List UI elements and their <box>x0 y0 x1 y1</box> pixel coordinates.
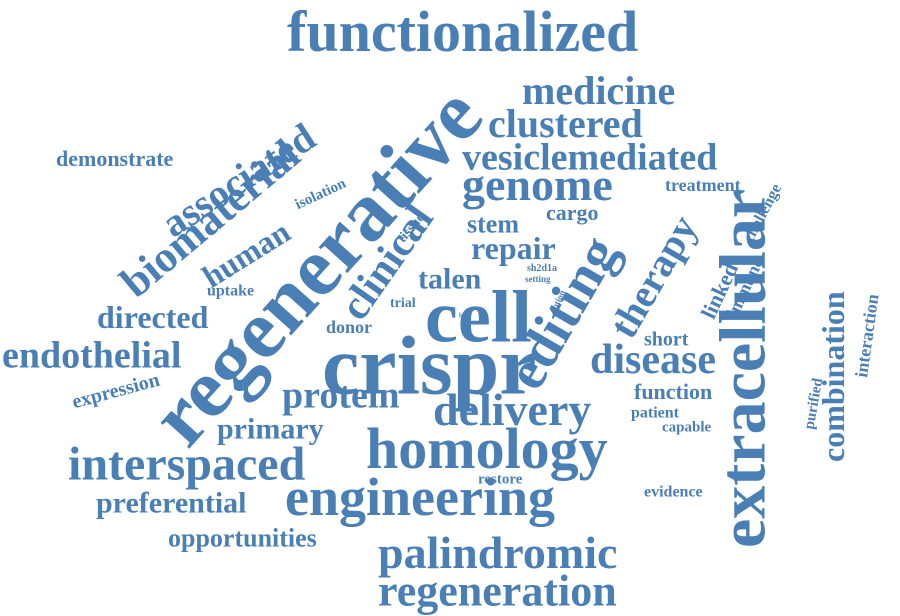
word-talen: talen <box>418 262 482 296</box>
word-evidence: evidence <box>644 483 703 501</box>
word-stem: stem <box>467 209 519 239</box>
word-demonstrate: demonstrate <box>56 145 174 171</box>
word-treatment: treatment <box>665 174 741 195</box>
word-medicine: medicine <box>522 67 676 113</box>
word-crispr: crispr <box>322 319 537 413</box>
word-trial: trial <box>390 296 416 312</box>
word-setting: setting <box>525 273 551 284</box>
word-regeneration: regeneration <box>378 566 617 616</box>
word-combination: combination <box>815 291 852 462</box>
word-cell: cell <box>425 276 532 359</box>
word-vesiclemediated: vesiclemediated <box>462 136 718 179</box>
word-engineering: engineering <box>285 466 555 527</box>
word-functionalized: functionalized <box>287 0 639 64</box>
word-clustered: clustered <box>488 100 643 146</box>
word-directed: directed <box>97 299 209 336</box>
word-loci: loci <box>459 311 470 320</box>
word-genome: genome <box>462 159 613 211</box>
word-function: function <box>634 378 713 404</box>
word-repair: repair <box>471 230 556 267</box>
word-interaction: interaction <box>851 292 883 379</box>
word-palindromic: palindromic <box>378 527 618 579</box>
word-uptake: uptake <box>207 282 255 300</box>
word-delivery: delivery <box>433 384 592 436</box>
word-cargo: cargo <box>546 199 599 225</box>
word-opportunities: opportunities <box>168 523 317 553</box>
word-extracellular: extracellular <box>706 188 780 548</box>
word-donor: donor <box>326 316 373 337</box>
word-capable: capable <box>662 419 712 436</box>
word-sh2d1a: sh2d1a <box>527 263 558 275</box>
word-preferential: preferential <box>96 486 247 520</box>
word-patient: patient <box>631 404 679 422</box>
word-primary: primary <box>217 412 324 446</box>
word-protein: protein <box>282 374 400 417</box>
word-endothelial: endothelial <box>2 334 182 377</box>
word-restore: restore <box>478 471 523 488</box>
word-interspaced: interspaced <box>68 437 306 491</box>
word-disease: disease <box>590 337 716 384</box>
word-short: short <box>644 328 689 351</box>
word-homology: homology <box>366 415 608 481</box>
